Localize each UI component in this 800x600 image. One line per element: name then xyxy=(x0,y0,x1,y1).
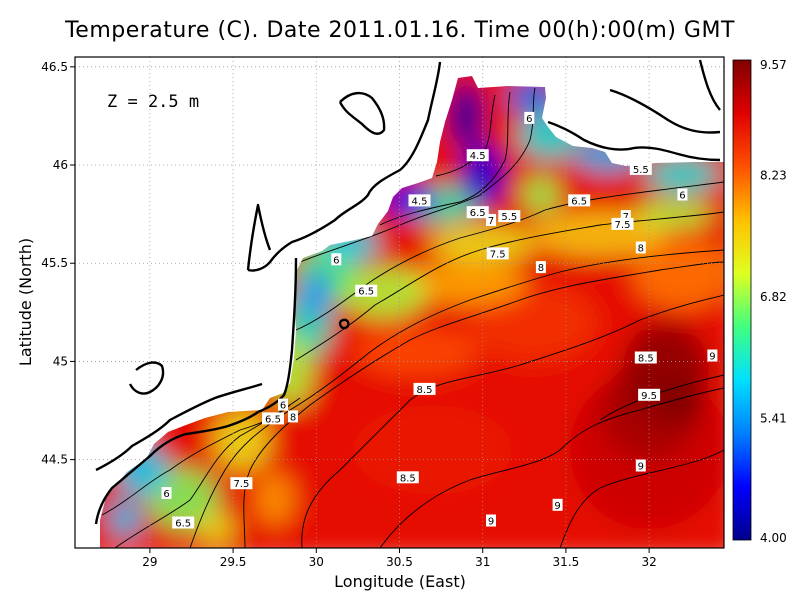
colorbar-tick-label: 9.57 xyxy=(760,58,787,72)
colorbar: 9.57 8.23 6.82 5.41 4.00 xyxy=(732,58,787,545)
contour-label: 5.5 xyxy=(498,210,521,223)
contour-label: 9 xyxy=(552,498,563,512)
contour-label: 6 xyxy=(278,398,288,412)
contour-label: 6.5 xyxy=(355,284,378,298)
contour-label: 6.5 xyxy=(172,516,195,530)
contour-label-text: 9 xyxy=(488,517,494,528)
contour-label: 5.5 xyxy=(629,162,652,176)
contour-label: 6 xyxy=(331,253,342,266)
x-tick-label: 31 xyxy=(475,555,490,569)
contour-label-text: 6 xyxy=(333,255,339,266)
contour-label-text: 6.5 xyxy=(175,519,191,530)
contour-label: 9 xyxy=(635,459,646,473)
contour-label: 4.5 xyxy=(466,149,489,162)
contour-label: 7 xyxy=(486,214,496,227)
x-axis-label: Longitude (East) xyxy=(334,572,466,591)
colorbar-tick-label: 5.41 xyxy=(760,412,787,426)
contour-label: 8 xyxy=(635,241,646,255)
x-tick-label: 32 xyxy=(641,555,656,569)
contour-label-text: 6 xyxy=(280,401,286,412)
y-tick-label: 46 xyxy=(53,158,68,172)
colorbar-tick-label: 4.00 xyxy=(760,531,787,545)
contour-label-text: 7 xyxy=(488,216,494,227)
depth-annotation: Z = 2.5 m xyxy=(107,92,199,112)
colorbar-tick-label: 8.23 xyxy=(760,169,787,183)
contour-label: 6 xyxy=(677,188,688,202)
contour-label: 8.5 xyxy=(634,351,657,365)
contour-label: 9 xyxy=(707,349,718,363)
contour-label: 9 xyxy=(486,514,496,528)
coastline xyxy=(94,59,721,525)
x-tick-label: 29 xyxy=(142,555,157,569)
contour-label: 8 xyxy=(288,410,298,423)
y-axis-label: Latitude (North) xyxy=(16,238,35,366)
contour-label-text: 9 xyxy=(554,501,560,512)
x-tick-label: 30.5 xyxy=(386,555,413,569)
colorbar-tick-label: 6.82 xyxy=(760,290,787,304)
contour-label-text: 9 xyxy=(638,462,644,473)
contour-label: 7 xyxy=(620,210,631,223)
contour-label-text: 6.5 xyxy=(358,287,374,298)
y-tick-label: 44.5 xyxy=(41,453,68,467)
map-title: Temperature (C). Date 2011.01.16. Time 0… xyxy=(65,18,735,43)
colorbar-ticks: 9.57 8.23 6.82 5.41 4.00 xyxy=(760,58,787,545)
x-tick-label: 29.5 xyxy=(220,555,247,569)
contour-label-text: 8 xyxy=(538,263,544,274)
contour-label: 6.5 xyxy=(568,194,591,207)
grid-lines xyxy=(75,57,724,548)
contour-label-text: 6.5 xyxy=(470,208,486,219)
contour-label-text: 5.5 xyxy=(633,165,649,176)
contour-label-text: 7 xyxy=(623,212,629,223)
contour-label: 6.5 xyxy=(466,206,489,219)
contour-label: 8.5 xyxy=(396,471,419,484)
contour-label-text: 7.5 xyxy=(615,220,631,231)
y-tick-label: 46.5 xyxy=(41,60,68,74)
contour-label: 7.5 xyxy=(611,217,634,231)
contour-label-text: 9 xyxy=(709,352,715,363)
contour-label: 9.5 xyxy=(638,388,661,402)
y-tick-label: 45 xyxy=(53,354,68,368)
colorbar-ramp xyxy=(732,59,752,541)
contour-label: 6 xyxy=(161,487,172,500)
contour-label: 4.5 xyxy=(408,194,431,207)
contour-label-text: 9.5 xyxy=(641,391,657,402)
x-tick-label: 30 xyxy=(309,555,324,569)
contour-label: 6.5 xyxy=(262,412,284,425)
x-axis-ticks: 29 29.5 30 30.5 31 31.5 32 xyxy=(142,548,657,569)
contour-label-text: 4.5 xyxy=(470,151,486,162)
y-axis-ticks: 44.5 45 45.5 46 46.5 xyxy=(41,60,75,467)
contour-label-text: 8 xyxy=(290,412,296,423)
contour-label-text: 7.5 xyxy=(233,479,249,490)
contour-label-text: 5.5 xyxy=(501,212,517,223)
contour-label: 8.5 xyxy=(413,382,436,396)
contour-label: 6 xyxy=(524,111,535,125)
contour-label: 8 xyxy=(535,261,546,274)
contour-label: 7.5 xyxy=(486,247,509,260)
contour-label-text: 4.5 xyxy=(412,196,428,207)
contour-label-text: 8 xyxy=(638,244,644,255)
contour-label-text: 8.5 xyxy=(417,385,433,396)
contour-label-text: 6 xyxy=(679,191,685,202)
contour-label-text: 6.5 xyxy=(265,414,281,425)
contour-label-text: 8.5 xyxy=(400,473,416,484)
contour-label-text: 6 xyxy=(526,114,532,125)
y-tick-label: 45.5 xyxy=(41,256,68,270)
contour-label-text: 6.5 xyxy=(571,196,587,207)
x-tick-label: 31.5 xyxy=(553,555,580,569)
contour-label-text: 6 xyxy=(163,489,169,500)
contour-label-text: 8.5 xyxy=(638,354,654,365)
contour-label: 7.5 xyxy=(230,477,253,490)
contour-label-text: 7.5 xyxy=(490,249,506,260)
